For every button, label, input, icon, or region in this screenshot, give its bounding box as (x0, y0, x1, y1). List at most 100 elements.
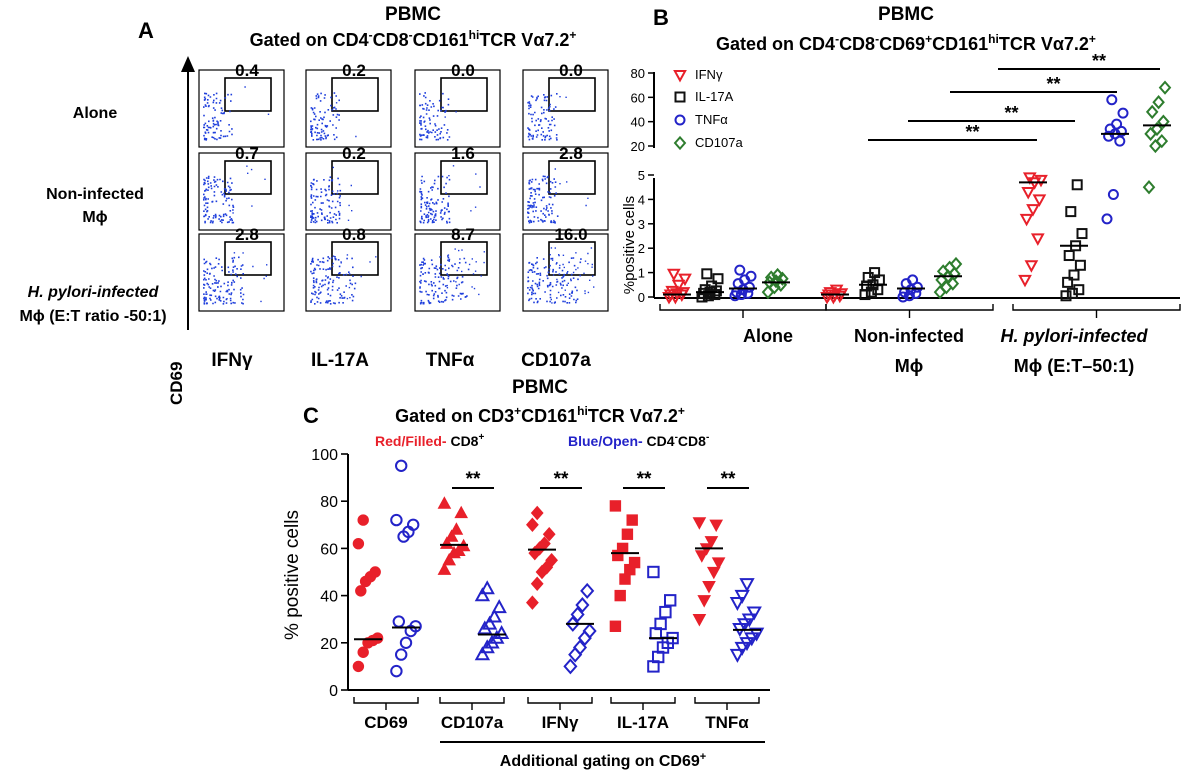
panel-b-point (829, 284, 844, 298)
panel-c-point (664, 594, 677, 607)
panel-c-point (474, 587, 491, 602)
panel-c-point (609, 620, 622, 632)
group-label-noninfected-2: Mϕ (895, 356, 924, 376)
panel-b-point (1018, 274, 1032, 288)
panel-b: B PBMC Gated on CD4-CD8-CD69+CD161hiTCR … (621, 4, 1181, 376)
facs-plot: 1.6 (414, 144, 501, 231)
panel-c-point (739, 578, 755, 593)
panel-b-point (1074, 259, 1086, 271)
panel-c-point (479, 580, 495, 595)
facs-gate-percent: 0.0 (451, 61, 475, 80)
legend-marker (673, 69, 687, 83)
facs-gate-box (440, 160, 488, 195)
panel-c-point (582, 622, 597, 640)
facs-events (310, 166, 353, 224)
panel-b-sig-stars: ** (1046, 74, 1060, 94)
facs-gate-percent: 0.2 (342, 144, 366, 163)
facs-gate-box (224, 77, 272, 112)
facs-plot: 0.0 (522, 61, 609, 148)
panel-c-point (530, 576, 544, 592)
panel-b-point (1157, 114, 1170, 129)
panel-c-ytick-label: 60 (320, 541, 338, 558)
panel-b-sig-stars: ** (1004, 103, 1018, 123)
facs-gate-percent: 2.8 (559, 144, 583, 163)
legend-label: IFNγ (695, 67, 723, 82)
panel-c-point (392, 615, 405, 628)
panel-b-sig-stars: ** (965, 122, 979, 142)
row-label-infected-1: H. pylori-infected (28, 284, 160, 301)
panel-c-point (746, 606, 762, 621)
panel-c-point (626, 514, 638, 526)
panel-c-point (734, 641, 750, 656)
panel-b-ylabel: %positive cells (621, 196, 638, 294)
panel-b-group-bracket (1012, 304, 1181, 318)
additional-gating-label: Additional gating on CD69+ (500, 751, 706, 770)
panel-c-point (616, 542, 629, 555)
panel-c-point (493, 625, 510, 640)
facs-plot-grid: 0.4 0.2 0.0 0.0 0.7 0.2 1.6 2.8 2.8 0.8 8.7 16.0 (198, 61, 609, 312)
panel-b-title: PBMC (878, 4, 934, 25)
facs-gate-box (548, 160, 596, 195)
panel-b-ytick-label: 3 (638, 217, 645, 232)
panel-b-letter: B (653, 5, 669, 30)
panel-b-point (823, 287, 838, 300)
facs-events (419, 92, 457, 141)
panel-c-point (609, 500, 622, 512)
panel-b-point (946, 276, 960, 291)
legend-label: CD107a (695, 135, 743, 150)
panel-b-plot: 0 1 2 3 4 5 20 40 60 80 ** ** ** ** (631, 51, 1181, 318)
panel-c-point (628, 556, 641, 569)
panel-c-point (486, 608, 503, 623)
panel-c-point (697, 595, 712, 608)
facs-plot: 0.0 (414, 61, 501, 148)
panel-c-sig-stars: ** (466, 469, 481, 490)
panel-c-point (563, 658, 578, 675)
panel-c-point (437, 496, 452, 509)
panel-b-point (1026, 204, 1040, 217)
facs-gate-box (224, 160, 272, 195)
panel-c-point (352, 660, 365, 673)
panel-c-point (748, 627, 765, 642)
facs-gate-box (331, 160, 379, 195)
panel-c-category-bracket (353, 697, 419, 710)
panel-b-point (712, 273, 724, 285)
panel-b-point (1158, 80, 1172, 95)
row-label-noninfected-2: Mϕ (82, 209, 107, 226)
panel-b-point (1103, 130, 1115, 142)
panel-c-gate: Gated on CD3+CD161hiTCR Vα7.2+ (395, 404, 685, 426)
panel-b-legend: IFNγ IL-17A TNFα CD107a (673, 67, 743, 151)
panel-c-point (659, 605, 672, 619)
facs-plot-frame (522, 233, 609, 312)
facs-gate-box (440, 77, 488, 112)
panel-c-point (580, 582, 595, 599)
panel-c-point (481, 615, 498, 630)
panel-b-point (771, 267, 784, 283)
group-label-noninfected-1: Non-infected (854, 326, 964, 346)
panel-b-ytick-label: 60 (631, 90, 645, 105)
panel-b-ytick-label: 0 (638, 290, 645, 305)
facs-plot: 0.8 (305, 225, 392, 312)
panel-c-point (399, 636, 413, 649)
facs-plot-frame (305, 69, 392, 148)
panel-c-point (491, 599, 507, 614)
facs-gate-percent: 2.8 (235, 225, 259, 244)
panel-b-ytick-label: 40 (631, 115, 645, 130)
facs-gate-box (224, 241, 272, 276)
panel-c-category-bracket (610, 697, 676, 710)
facs-plot: 16.0 (522, 225, 609, 312)
row-label-noninfected-1: Non-infected (46, 186, 144, 203)
facs-gate-percent: 0.8 (342, 225, 366, 244)
panel-b-gate: Gated on CD4-CD8-CD69+CD161hiTCR Vα7.2+ (716, 32, 1096, 54)
panel-b-point (706, 280, 718, 292)
facs-plot: 2.8 (522, 144, 609, 231)
facs-plot: 0.7 (198, 144, 285, 231)
panel-c-point (692, 614, 707, 627)
panel-b-point (1063, 250, 1075, 262)
panel-a-y-axis-label: CD69 (167, 362, 186, 405)
panel-c-point (711, 557, 726, 570)
facs-plot: 0.4 (198, 61, 285, 148)
panel-b-point (1117, 107, 1129, 119)
panel-b-point (743, 281, 755, 293)
panel-c-point (702, 580, 716, 594)
panel-c-ytick-label: 80 (320, 494, 338, 511)
